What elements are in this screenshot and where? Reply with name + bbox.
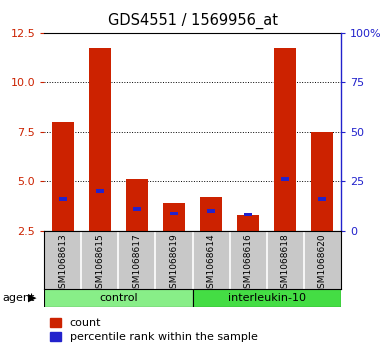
Bar [89,49,111,231]
Bar [163,203,185,231]
Bar [318,197,326,201]
Text: GSM1068618: GSM1068618 [281,233,290,294]
Bar [281,177,289,181]
Text: GSM1068614: GSM1068614 [206,233,216,294]
Bar [126,179,148,231]
Text: GSM1068620: GSM1068620 [318,233,327,294]
Bar [96,189,104,193]
Text: GSM1068613: GSM1068613 [58,233,67,294]
Text: GSM1068615: GSM1068615 [95,233,104,294]
Text: ▶: ▶ [28,293,36,303]
Bar [200,197,222,231]
Bar [133,207,141,211]
Bar [274,49,296,231]
Legend: count, percentile rank within the sample: count, percentile rank within the sample [50,318,258,342]
Text: agent: agent [2,293,34,303]
Bar [237,215,259,231]
Bar [311,131,333,231]
Bar [52,122,74,231]
Bar [59,197,67,201]
Text: GSM1068617: GSM1068617 [132,233,141,294]
Bar [170,212,178,216]
Bar [44,289,192,307]
Bar [192,289,341,307]
Bar [244,213,252,216]
Text: GSM1068616: GSM1068616 [244,233,253,294]
Text: GDS4551 / 1569956_at: GDS4551 / 1569956_at [107,13,278,29]
Text: control: control [99,293,138,303]
Text: interleukin-10: interleukin-10 [228,293,306,303]
Text: GSM1068619: GSM1068619 [169,233,179,294]
Bar [207,209,215,212]
